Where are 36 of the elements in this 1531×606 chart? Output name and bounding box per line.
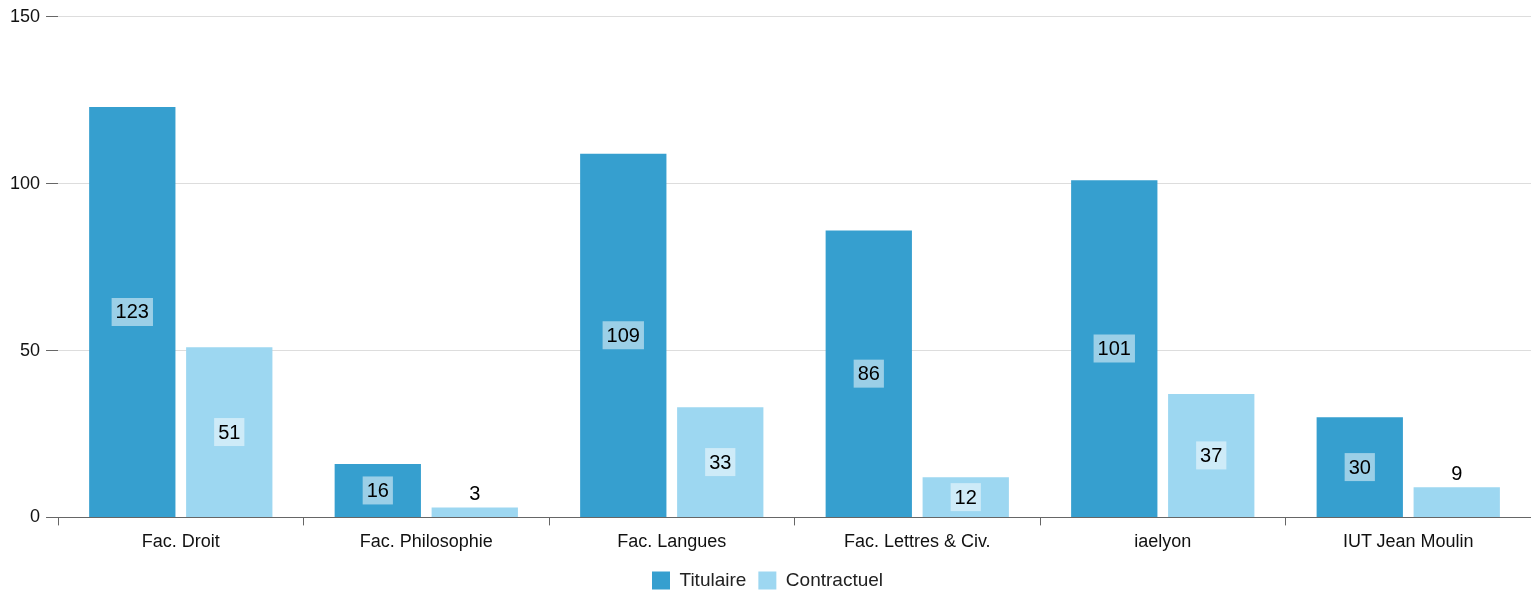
data-label: 9 (1451, 461, 1463, 484)
bar (1413, 487, 1500, 517)
data-label: 16 (366, 478, 389, 501)
y-tick-label: 150 (9, 5, 41, 26)
bar (89, 106, 176, 517)
data-label: 51 (218, 420, 241, 443)
bar (186, 347, 273, 517)
x-tick-label: Fac. Lettres & Civ. (843, 531, 991, 552)
data-label: 101 (1097, 337, 1131, 360)
bar (677, 407, 764, 517)
data-label: 3 (469, 481, 481, 504)
data-label: 109 (606, 323, 640, 346)
x-tick-label: Fac. Droit (141, 531, 220, 552)
y-tick-label: 0 (30, 506, 41, 527)
bar (825, 230, 912, 517)
legend-label: Titulaire (679, 568, 747, 590)
data-label: 30 (1348, 455, 1371, 478)
bar (1316, 417, 1403, 517)
bar (922, 477, 1009, 517)
bar (1168, 393, 1255, 517)
legend-label: Contractuel (785, 568, 884, 590)
y-tick-label: 50 (20, 339, 41, 360)
y-tick-label: 100 (9, 172, 41, 193)
bar (334, 464, 421, 517)
bar (431, 507, 518, 517)
data-label: 37 (1200, 443, 1223, 466)
data-label: 33 (709, 450, 732, 473)
data-label: 86 (857, 362, 880, 385)
x-tick-label: Fac. Langues (617, 531, 727, 552)
data-label: 12 (954, 485, 977, 508)
x-tick-label: iaelyon (1134, 531, 1192, 552)
x-tick-label: Fac. Philosophie (359, 531, 493, 552)
bar (1071, 180, 1158, 517)
bar (580, 153, 667, 517)
x-tick-label: IUT Jean Moulin (1342, 531, 1474, 552)
data-label: 123 (115, 300, 149, 323)
